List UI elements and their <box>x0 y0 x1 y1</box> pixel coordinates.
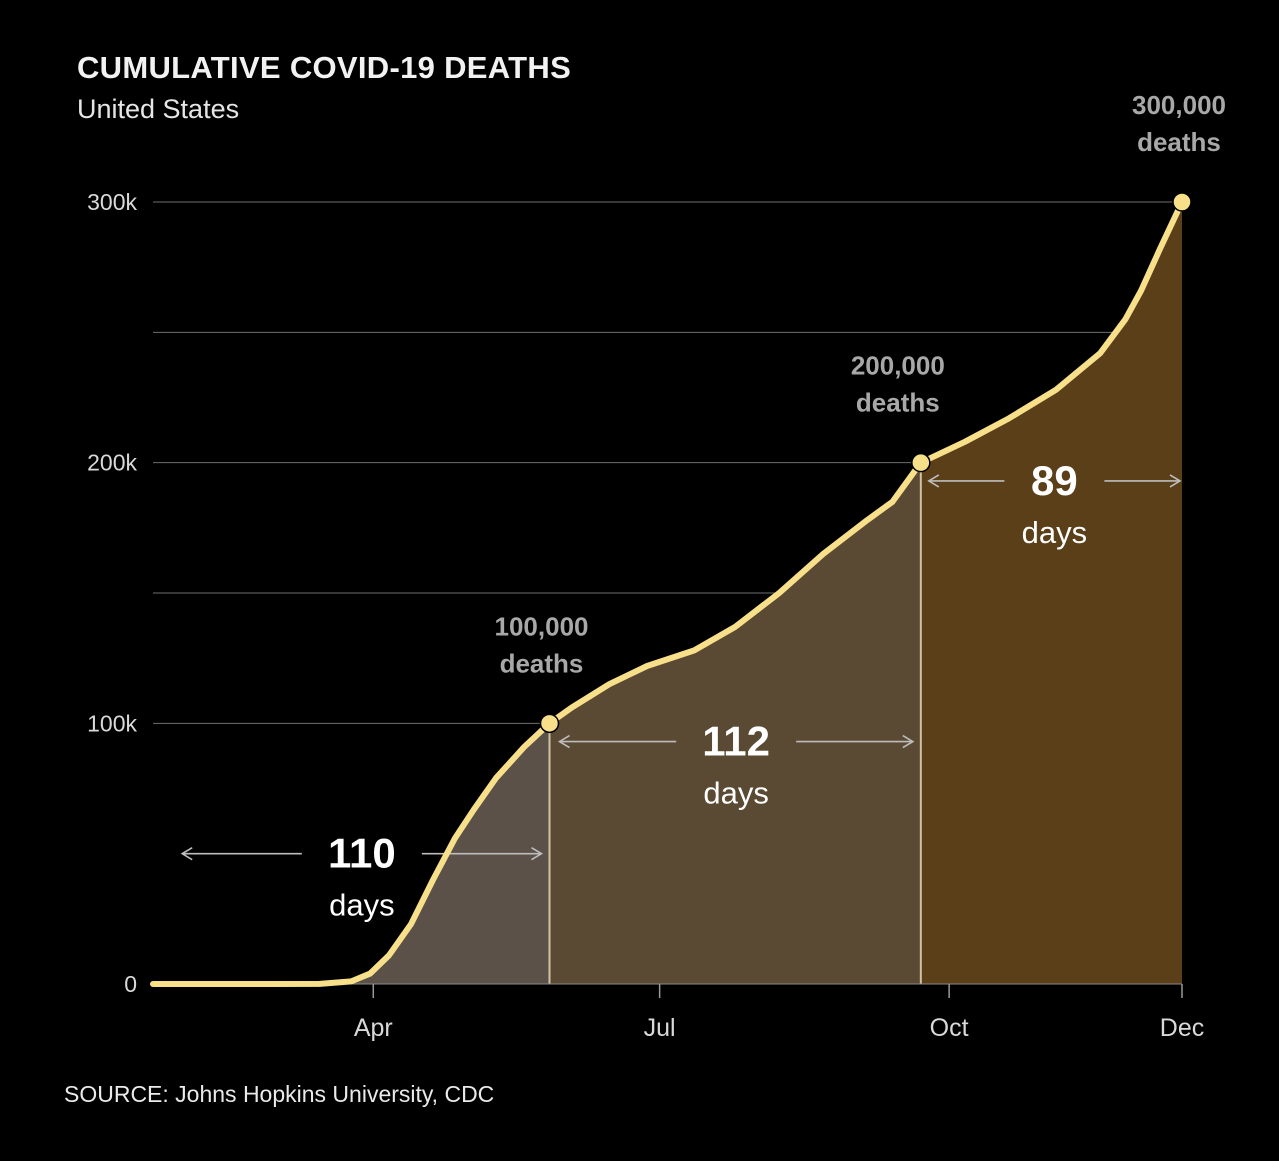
milestone-label-value: 100,000 <box>495 611 589 641</box>
x-tick-label: Dec <box>1160 1014 1204 1042</box>
interval-days-unit: days <box>1022 515 1087 550</box>
milestone-label-unit: deaths <box>1137 127 1221 157</box>
x-axis-ticks: Apr Jul Oct Dec <box>354 984 1204 1042</box>
y-axis-ticks: 0 100k 200k 300k <box>87 189 137 997</box>
interval-days-number: 110 <box>328 830 396 877</box>
period-area <box>549 462 921 985</box>
y-tick-label: 0 <box>124 971 137 997</box>
milestone-label-unit: deaths <box>856 388 940 418</box>
milestone-label-value: 300,000 <box>1132 90 1226 120</box>
arrow-head <box>180 846 193 861</box>
source-note: SOURCE: Johns Hopkins University, CDC <box>64 1081 495 1107</box>
interval-days-unit: days <box>329 888 394 923</box>
chart-title: CUMULATIVE COVID-19 DEATHS <box>77 50 572 85</box>
interval-arrows: 110 days 112 days 89 days <box>180 457 1182 923</box>
arrow-head <box>1169 474 1182 488</box>
series-line-path <box>150 199 1185 987</box>
milestone-labels: 100,000 deaths 200,000 deaths 300,000 deaths <box>495 90 1226 678</box>
arrow-head <box>557 734 570 749</box>
milestone-points <box>539 192 1192 734</box>
milestone-point <box>539 713 560 734</box>
interval-days-number: 89 <box>1031 457 1078 504</box>
interval-days-number: 112 <box>702 718 770 765</box>
milestone-label-unit: deaths <box>500 648 584 678</box>
y-tick-label: 200k <box>87 450 137 476</box>
series-line <box>150 199 1185 987</box>
milestone-dividers <box>548 462 922 984</box>
arrow-head <box>902 734 915 749</box>
arrow-head <box>531 846 544 861</box>
y-tick-label: 100k <box>87 710 137 736</box>
milestone-point <box>911 452 931 473</box>
x-tick-label: Oct <box>930 1014 969 1042</box>
y-tick-label: 300k <box>87 189 137 215</box>
period-area <box>920 202 1182 984</box>
arrow-head <box>927 474 940 488</box>
x-tick-label: Apr <box>354 1014 393 1042</box>
milestone-label-value: 200,000 <box>851 351 945 381</box>
interval-days-unit: days <box>703 776 768 811</box>
x-tick-label: Jul <box>644 1014 676 1042</box>
milestone-point <box>1172 192 1192 212</box>
chart-subtitle: United States <box>77 94 240 124</box>
